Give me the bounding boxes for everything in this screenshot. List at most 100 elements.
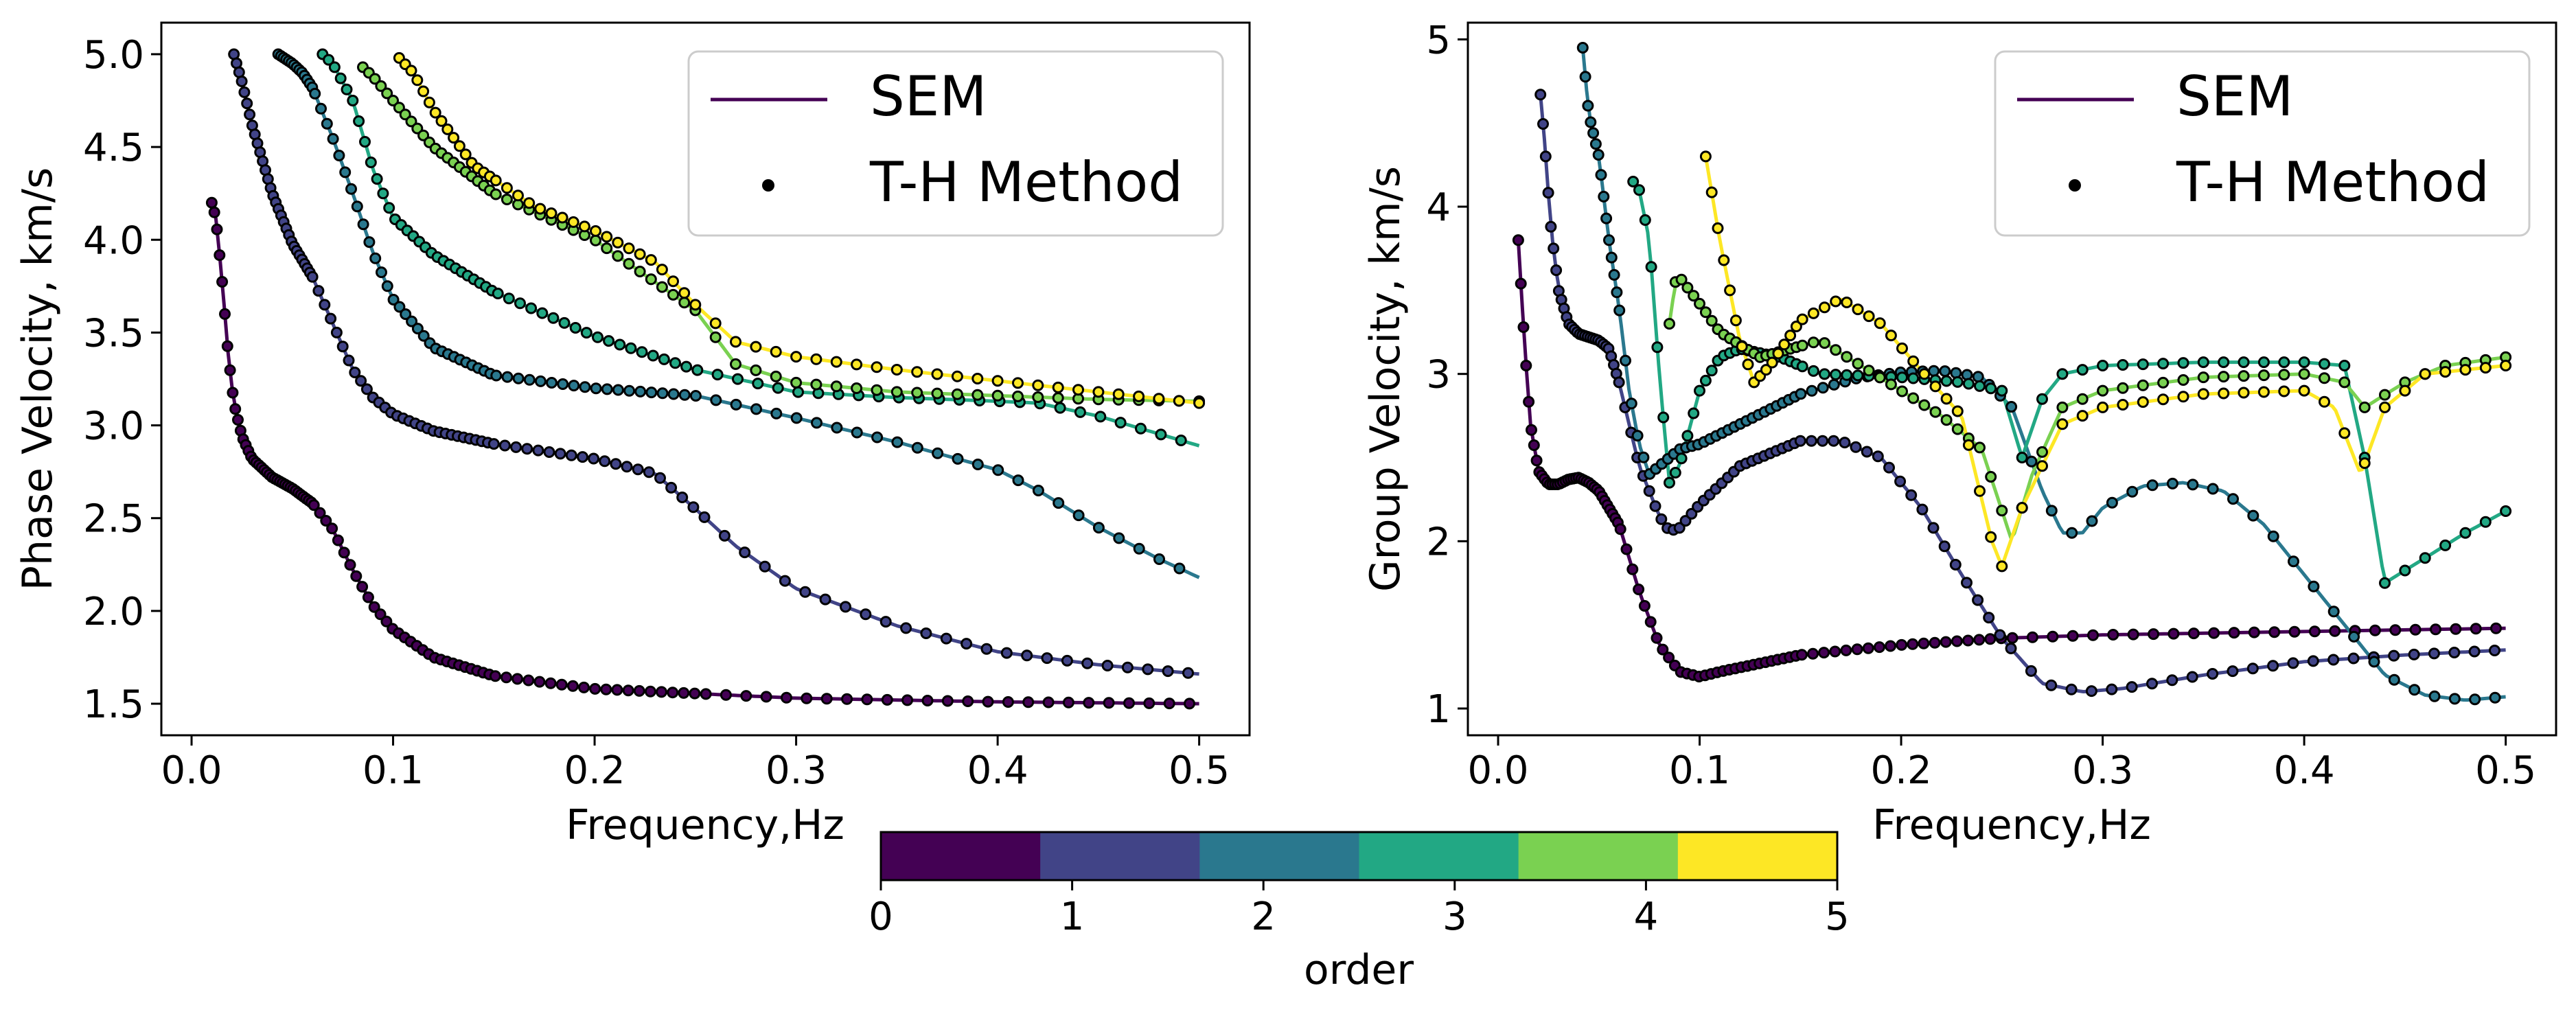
group-marker-order-0 xyxy=(2187,627,2200,640)
phase-marker-order-3 xyxy=(371,173,383,185)
phase-marker-order-1 xyxy=(599,455,611,468)
group-marker-order-4 xyxy=(2177,374,2189,386)
phase-marker-order-5 xyxy=(411,74,424,87)
phase-marker-order-0 xyxy=(350,570,363,582)
phase-marker-order-4 xyxy=(709,331,722,343)
group-marker-order-3 xyxy=(1796,360,1808,373)
phase-marker-order-4 xyxy=(830,380,842,393)
phase-marker-order-5 xyxy=(689,299,702,311)
group-marker-order-5 xyxy=(1974,485,1986,497)
phase-marker-order-1 xyxy=(819,593,831,606)
group-marker-order-2 xyxy=(2106,496,2118,509)
group-marker-order-0 xyxy=(1951,635,1963,647)
phase-marker-order-0 xyxy=(760,691,772,703)
phase-marker-order-4 xyxy=(810,378,823,391)
group-marker-order-1 xyxy=(2085,685,2097,698)
group-marker-order-1 xyxy=(2287,657,2299,669)
phase-marker-order-0 xyxy=(1103,697,1115,709)
group-marker-order-4 xyxy=(1699,306,1712,319)
group-marker-order-0 xyxy=(1973,634,1986,646)
group-marker-order-2 xyxy=(1582,100,1594,112)
group-marker-order-2 xyxy=(2308,580,2320,592)
phase-marker-order-0 xyxy=(566,680,579,692)
phase-marker-order-5 xyxy=(578,220,590,233)
group-legend-box xyxy=(1994,50,2531,237)
group-marker-order-3 xyxy=(2399,564,2411,577)
colorbar-tick-label: 4 xyxy=(1634,895,1659,939)
phase-marker-order-2 xyxy=(512,372,525,384)
phase-x-tick-label: 0.5 xyxy=(1169,748,1230,793)
group-marker-order-5 xyxy=(2076,410,2089,422)
phase-marker-order-5 xyxy=(501,182,513,194)
phase-marker-order-3 xyxy=(1135,422,1147,435)
group-marker-order-5 xyxy=(1712,222,1724,234)
group-marker-order-3 xyxy=(1907,372,1920,384)
group-marker-order-1 xyxy=(1534,89,1547,101)
group-marker-order-1 xyxy=(1872,450,1884,463)
group-axes-frame xyxy=(1467,21,2557,737)
group-marker-order-3 xyxy=(2257,356,2270,369)
group-marker-order-2 xyxy=(1605,251,1618,264)
phase-marker-order-2 xyxy=(339,166,352,178)
phase-marker-order-0 xyxy=(326,522,338,535)
group-marker-order-3 xyxy=(2319,358,2330,370)
phase-marker-order-2 xyxy=(851,426,863,439)
phase-marker-order-5 xyxy=(790,351,803,363)
phase-marker-order-5 xyxy=(911,366,923,378)
group-marker-order-4 xyxy=(1807,336,1819,349)
colorbar-segment-2 xyxy=(1199,832,1360,880)
group-marker-order-3 xyxy=(1657,411,1670,424)
group-marker-order-3 xyxy=(2298,356,2310,369)
group-marker-order-1 xyxy=(1643,485,1655,497)
group-marker-order-0 xyxy=(2067,630,2079,642)
phase-marker-order-0 xyxy=(881,693,893,706)
phase-marker-order-1 xyxy=(1081,657,1094,669)
colorbar-tick-label: 1 xyxy=(1060,895,1085,939)
group-marker-order-4 xyxy=(1974,441,1986,454)
phase-marker-order-2 xyxy=(369,252,382,264)
group-marker-order-3 xyxy=(1651,341,1664,354)
phase-marker-order-0 xyxy=(1083,697,1095,709)
group-marker-order-0 xyxy=(1526,424,1537,436)
phase-marker-order-1 xyxy=(1121,661,1134,673)
group-marker-order-4 xyxy=(1874,371,1886,384)
group-marker-order-4 xyxy=(2257,369,2270,382)
phase-marker-order-4 xyxy=(667,288,679,301)
group-marker-order-5 xyxy=(1772,347,1784,360)
group-marker-order-1 xyxy=(2388,649,2400,662)
phase-marker-order-5 xyxy=(1193,397,1206,409)
group-x-tick-label: 0.4 xyxy=(2274,748,2335,793)
phase-marker-order-5 xyxy=(750,341,762,353)
phase-marker-order-0 xyxy=(1022,696,1035,708)
group-marker-order-5 xyxy=(2097,401,2109,413)
group-marker-order-4 xyxy=(1896,385,1908,397)
phase-marker-order-1 xyxy=(1162,665,1174,678)
group-marker-order-1 xyxy=(1905,489,1918,501)
phase-marker-order-5 xyxy=(612,236,624,249)
group-velocity-panel: 0.0 0.1 0.2 0.3 0.4 0.5 1 2 3 4 5 Frequency,Hz Gr… xyxy=(1361,18,2557,849)
phase-marker-order-3 xyxy=(614,338,626,351)
phase-marker-order-0 xyxy=(232,414,244,426)
group-marker-order-1 xyxy=(2005,643,2017,654)
phase-marker-order-1 xyxy=(759,560,771,573)
phase-marker-order-0 xyxy=(522,674,535,687)
group-marker-order-5 xyxy=(1778,338,1791,351)
phase-marker-order-1 xyxy=(643,466,655,479)
group-marker-order-4 xyxy=(1929,406,1942,418)
phase-marker-order-2 xyxy=(952,452,964,465)
group-marker-order-3 xyxy=(1830,369,1842,381)
group-marker-order-3 xyxy=(1841,369,1853,381)
group-marker-order-2 xyxy=(1585,116,1597,128)
phase-marker-order-0 xyxy=(1163,698,1175,710)
group-legend-sem-label: SEM xyxy=(2176,65,2293,128)
phase-marker-order-3 xyxy=(514,297,526,310)
phase-marker-order-2 xyxy=(871,431,884,443)
phase-marker-order-5 xyxy=(567,216,579,228)
group-marker-order-4 xyxy=(2197,371,2209,384)
phase-marker-order-4 xyxy=(601,242,613,255)
group-marker-order-2 xyxy=(1611,286,1623,299)
phase-marker-order-0 xyxy=(229,403,242,415)
phase-velocity-panel: 0.0 0.1 0.2 0.3 0.4 0.5 1.5 2.0 2.5 3.0 3.5 4.0 4.5… xyxy=(14,21,1251,849)
phase-marker-order-3 xyxy=(772,382,784,394)
group-marker-order-0 xyxy=(2409,623,2422,636)
